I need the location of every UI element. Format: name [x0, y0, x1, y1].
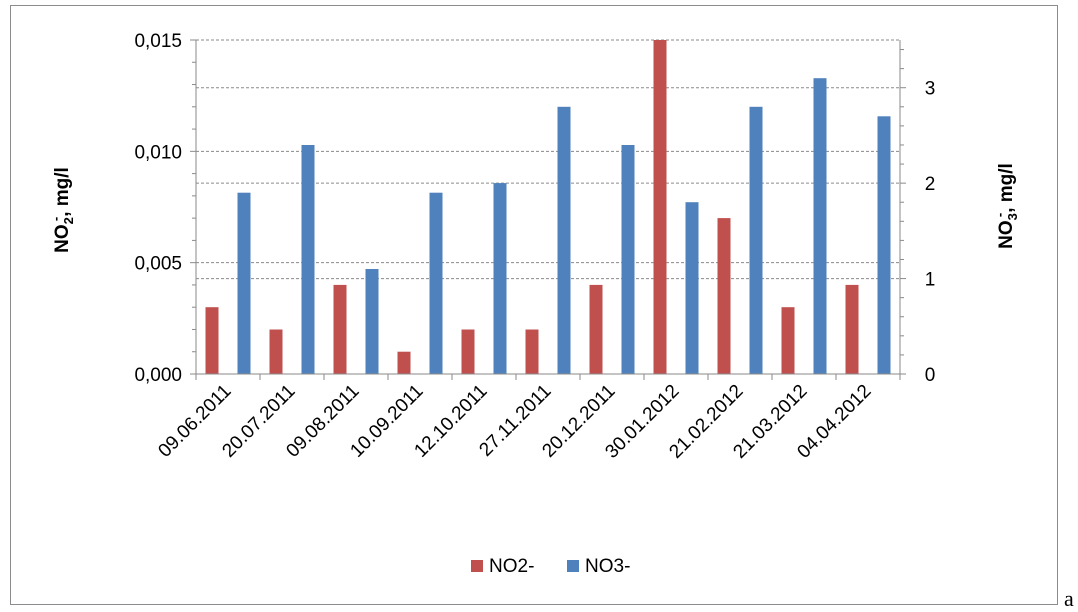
bar-no2: [525, 329, 539, 374]
y-tick-label-right: 3: [925, 79, 936, 100]
bar-no3: [365, 269, 379, 374]
bar-no2: [781, 307, 795, 374]
bar-no3: [557, 106, 571, 375]
bar-no3: [749, 106, 763, 375]
y-axis-title-left: NO2-, mg/l: [48, 167, 76, 253]
legend-item-no3: NO3-: [567, 556, 630, 577]
y-tick-label-left: 0,010: [134, 142, 182, 163]
bar-no2: [589, 284, 603, 374]
axes: [190, 39, 906, 380]
y-tick-label-left: 0,005: [134, 254, 182, 275]
legend-swatch: [567, 560, 579, 572]
y-tick-label-right: 2: [925, 174, 936, 195]
bar-no2: [205, 307, 219, 374]
bars: [205, 40, 891, 375]
bar-no2: [845, 284, 859, 374]
legend-item-no2: NO2-: [471, 556, 534, 577]
bar-no3: [493, 183, 507, 374]
y-tick-label-right: 0: [925, 365, 936, 386]
bar-no2: [653, 40, 667, 374]
y-tick-label-right: 1: [925, 270, 936, 291]
bar-no3: [685, 202, 699, 374]
y-axis-title-right: NO3-, mg/l: [992, 163, 1020, 249]
bar-no3: [429, 192, 443, 374]
legend-label: NO3-: [585, 556, 630, 577]
bar-no3: [877, 116, 891, 375]
bar-no2: [717, 218, 731, 374]
legend-swatch: [471, 560, 483, 572]
bar-no3: [237, 192, 251, 374]
legend-label: NO2-: [489, 556, 534, 577]
bar-no2: [333, 284, 347, 374]
y-tick-label-left: 0,015: [134, 31, 182, 52]
bar-no2: [397, 351, 411, 374]
trailing-letter: a: [1064, 586, 1074, 611]
bar-no2: [461, 329, 475, 374]
bar-no3: [301, 145, 315, 374]
labels: 0,0000,0050,0100,015012309.06.201120.07.…: [48, 31, 1020, 577]
bar-no3: [621, 145, 635, 374]
y-tick-label-left: 0,000: [134, 365, 182, 386]
bar-no3: [813, 78, 827, 374]
bar-no2: [269, 329, 283, 374]
